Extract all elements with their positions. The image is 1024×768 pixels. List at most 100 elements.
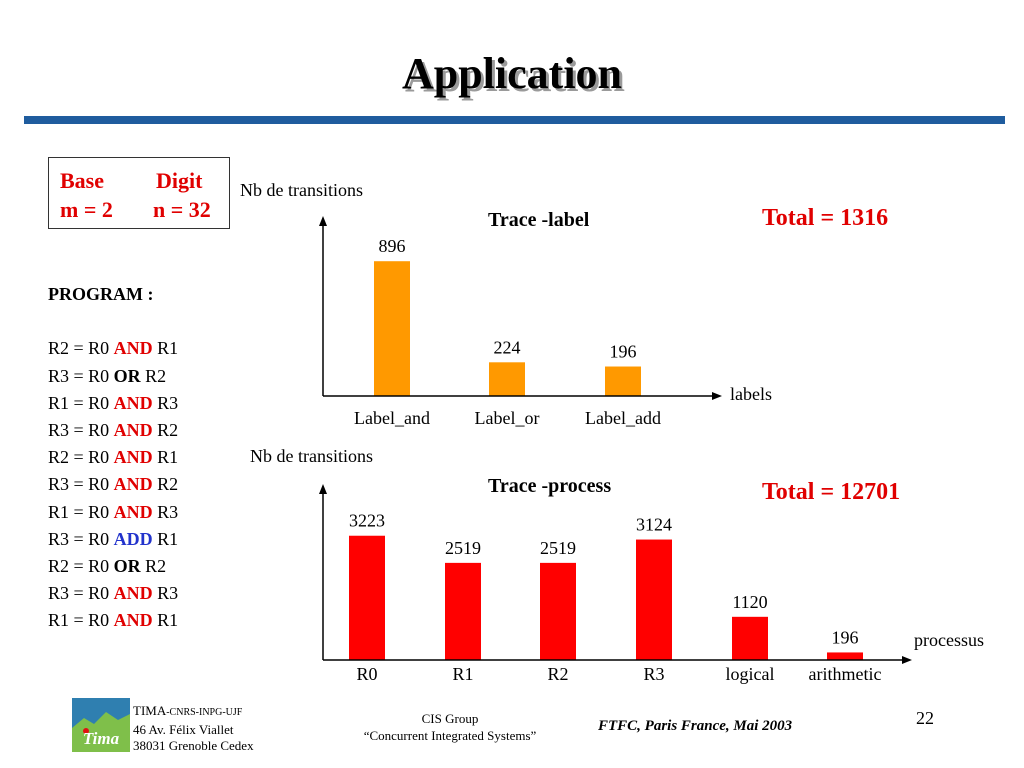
bar-label-and	[374, 261, 410, 396]
program-line-operand: R2	[152, 474, 179, 495]
program-line-operand: R1	[152, 447, 179, 468]
program-line-operand: R2	[140, 556, 167, 577]
program-line-operator: ADD	[113, 528, 153, 549]
program-line: R3 = R0 AND R3	[48, 580, 178, 607]
program-line-operator: AND	[113, 392, 153, 413]
program-line: R2 = R0 AND R1	[48, 444, 178, 471]
program-line-operator: OR	[113, 556, 141, 577]
program-line-lhs: R2 = R0	[48, 338, 114, 359]
program-line: R2 = R0 OR R2	[48, 553, 178, 580]
chart2-xlabel: processus	[914, 630, 984, 650]
title-divider	[24, 116, 1005, 124]
bar-r1	[445, 562, 481, 660]
footer-org-suffix: -CNRS-INPG-UJF	[166, 707, 243, 718]
program-line-operand: R2	[152, 420, 179, 440]
program-line-operator: AND	[113, 610, 153, 631]
base-value: m = 2	[60, 197, 113, 222]
bar-label-or	[489, 362, 525, 396]
footer-address-line1: 46 Av. Félix Viallet	[133, 721, 234, 737]
program-line: R1 = R0 AND R3	[48, 390, 178, 417]
program-line-lhs: R1 = R0	[48, 501, 114, 522]
program-line-operator: OR	[113, 365, 141, 386]
program-line: R1 = R0 AND R1	[48, 607, 178, 634]
footer-group-line2: “Concurrent Integrated Systems”	[363, 728, 537, 743]
chart1-ylabel: Nb de transitions	[240, 180, 363, 200]
bar-r0	[349, 535, 385, 660]
program-line-lhs: R3 = R0	[48, 528, 114, 549]
chart1-bars: 896 224 196	[374, 236, 641, 396]
bar-arithmetic	[827, 652, 863, 660]
bar-value-label: 1120	[732, 592, 767, 612]
category-tick-label: R0	[356, 664, 377, 684]
chart1-xlabel: labels	[730, 384, 772, 404]
digit-header: Digit	[156, 168, 203, 193]
chart2-y-arrow	[319, 484, 327, 494]
category-tick-label: logical	[726, 664, 775, 684]
category-tick-label: Label_add	[585, 408, 661, 428]
footer-org: TIMA-CNRS-INPG-UJF	[133, 703, 254, 722]
bar-value-label: 196	[832, 627, 859, 647]
trace-label-chart: Nb de transitions Trace -label Total = 1…	[240, 180, 888, 428]
footer-address-line2: 38031 Grenoble Cedex	[133, 738, 254, 753]
program-line-operand: R1	[152, 528, 179, 549]
chart1-total: Total = 1316	[762, 205, 888, 231]
bar-value-label: 896	[379, 236, 406, 256]
program-line: R3 = R0 ADD R1	[48, 526, 178, 553]
bar-r2	[540, 562, 576, 660]
parameters-box: Base m = 2 Digit n = 32	[48, 157, 230, 229]
program-line-operand: R3	[152, 392, 179, 413]
footer-group: CIS Group “Concurrent Integrated Systems…	[330, 710, 570, 744]
bar-value-label: 3124	[636, 515, 672, 535]
program-line: R3 = R0 AND R2	[48, 417, 178, 444]
program-lines: R2 = R0 AND R1 R3 = R0 OR R2 R1 = R0 AND R…	[48, 335, 178, 634]
bar-label-add	[605, 366, 641, 396]
category-tick-label: R1	[452, 664, 473, 684]
program-line-lhs: R2 = R0	[48, 556, 114, 577]
category-tick-label: Label_and	[354, 408, 430, 428]
bar-r3	[636, 539, 672, 660]
bar-value-label: 2519	[540, 538, 576, 558]
bar-logical	[732, 616, 768, 660]
footer-group-line1: CIS Group	[421, 711, 479, 726]
digit-value: n = 32	[153, 197, 211, 222]
program-line-lhs: R3 = R0	[48, 420, 114, 440]
program-line: R2 = R0 AND R1	[48, 335, 178, 362]
program-line-operator: AND	[113, 338, 153, 359]
program-header: PROGRAM :	[48, 284, 154, 304]
category-tick-label: Label_or	[475, 408, 540, 428]
program-line-operator: AND	[113, 583, 153, 604]
program-line-operand: R3	[152, 501, 179, 522]
bar-value-label: 196	[610, 342, 637, 362]
program-line: R3 = R0 AND R2	[48, 471, 178, 498]
footer-conference: FTFC, Paris France, Mai 2003	[598, 718, 793, 734]
trace-process-chart: Nb de transitions Trace -process Total =…	[250, 446, 984, 684]
page-number: 22	[916, 708, 934, 728]
chart2-title: Trace -process	[488, 475, 611, 497]
footer-org-name: TIMA	[133, 703, 167, 718]
chart1-y-arrow	[319, 216, 327, 226]
footer-address: TIMA-CNRS-INPG-UJF 46 Av. Félix Viallet …	[133, 703, 254, 755]
program-line-operand: R1	[152, 338, 179, 359]
program-line-lhs: R3 = R0	[48, 365, 114, 386]
program-line-operator: AND	[113, 420, 153, 440]
chart1-x-arrow	[712, 392, 722, 400]
program-line: R1 = R0 AND R3	[48, 499, 178, 526]
chart2-x-arrow	[902, 656, 912, 664]
program-line-operand: R2	[140, 365, 167, 386]
tima-logo: Tima	[72, 698, 130, 752]
program-listing: PROGRAM : R2 = R0 AND R1 R3 = R0 OR R2 R1 …	[48, 281, 178, 635]
bar-value-label: 224	[494, 337, 521, 357]
chart1-title: Trace -label	[488, 209, 590, 231]
program-line-operator: AND	[113, 474, 153, 495]
program-line-operator: AND	[113, 447, 153, 468]
program-line-lhs: R3 = R0	[48, 583, 114, 604]
program-line-operand: R1	[152, 610, 179, 631]
program-line-lhs: R1 = R0	[48, 392, 114, 413]
category-tick-label: R3	[643, 664, 664, 684]
logo-text: Tima	[83, 729, 120, 748]
category-tick-label: R2	[547, 664, 568, 684]
program-line-lhs: R1 = R0	[48, 610, 114, 631]
chart2-ylabel: Nb de transitions	[250, 446, 373, 466]
chart2-total: Total = 12701	[762, 479, 900, 505]
program-line-operator: AND	[113, 501, 153, 522]
